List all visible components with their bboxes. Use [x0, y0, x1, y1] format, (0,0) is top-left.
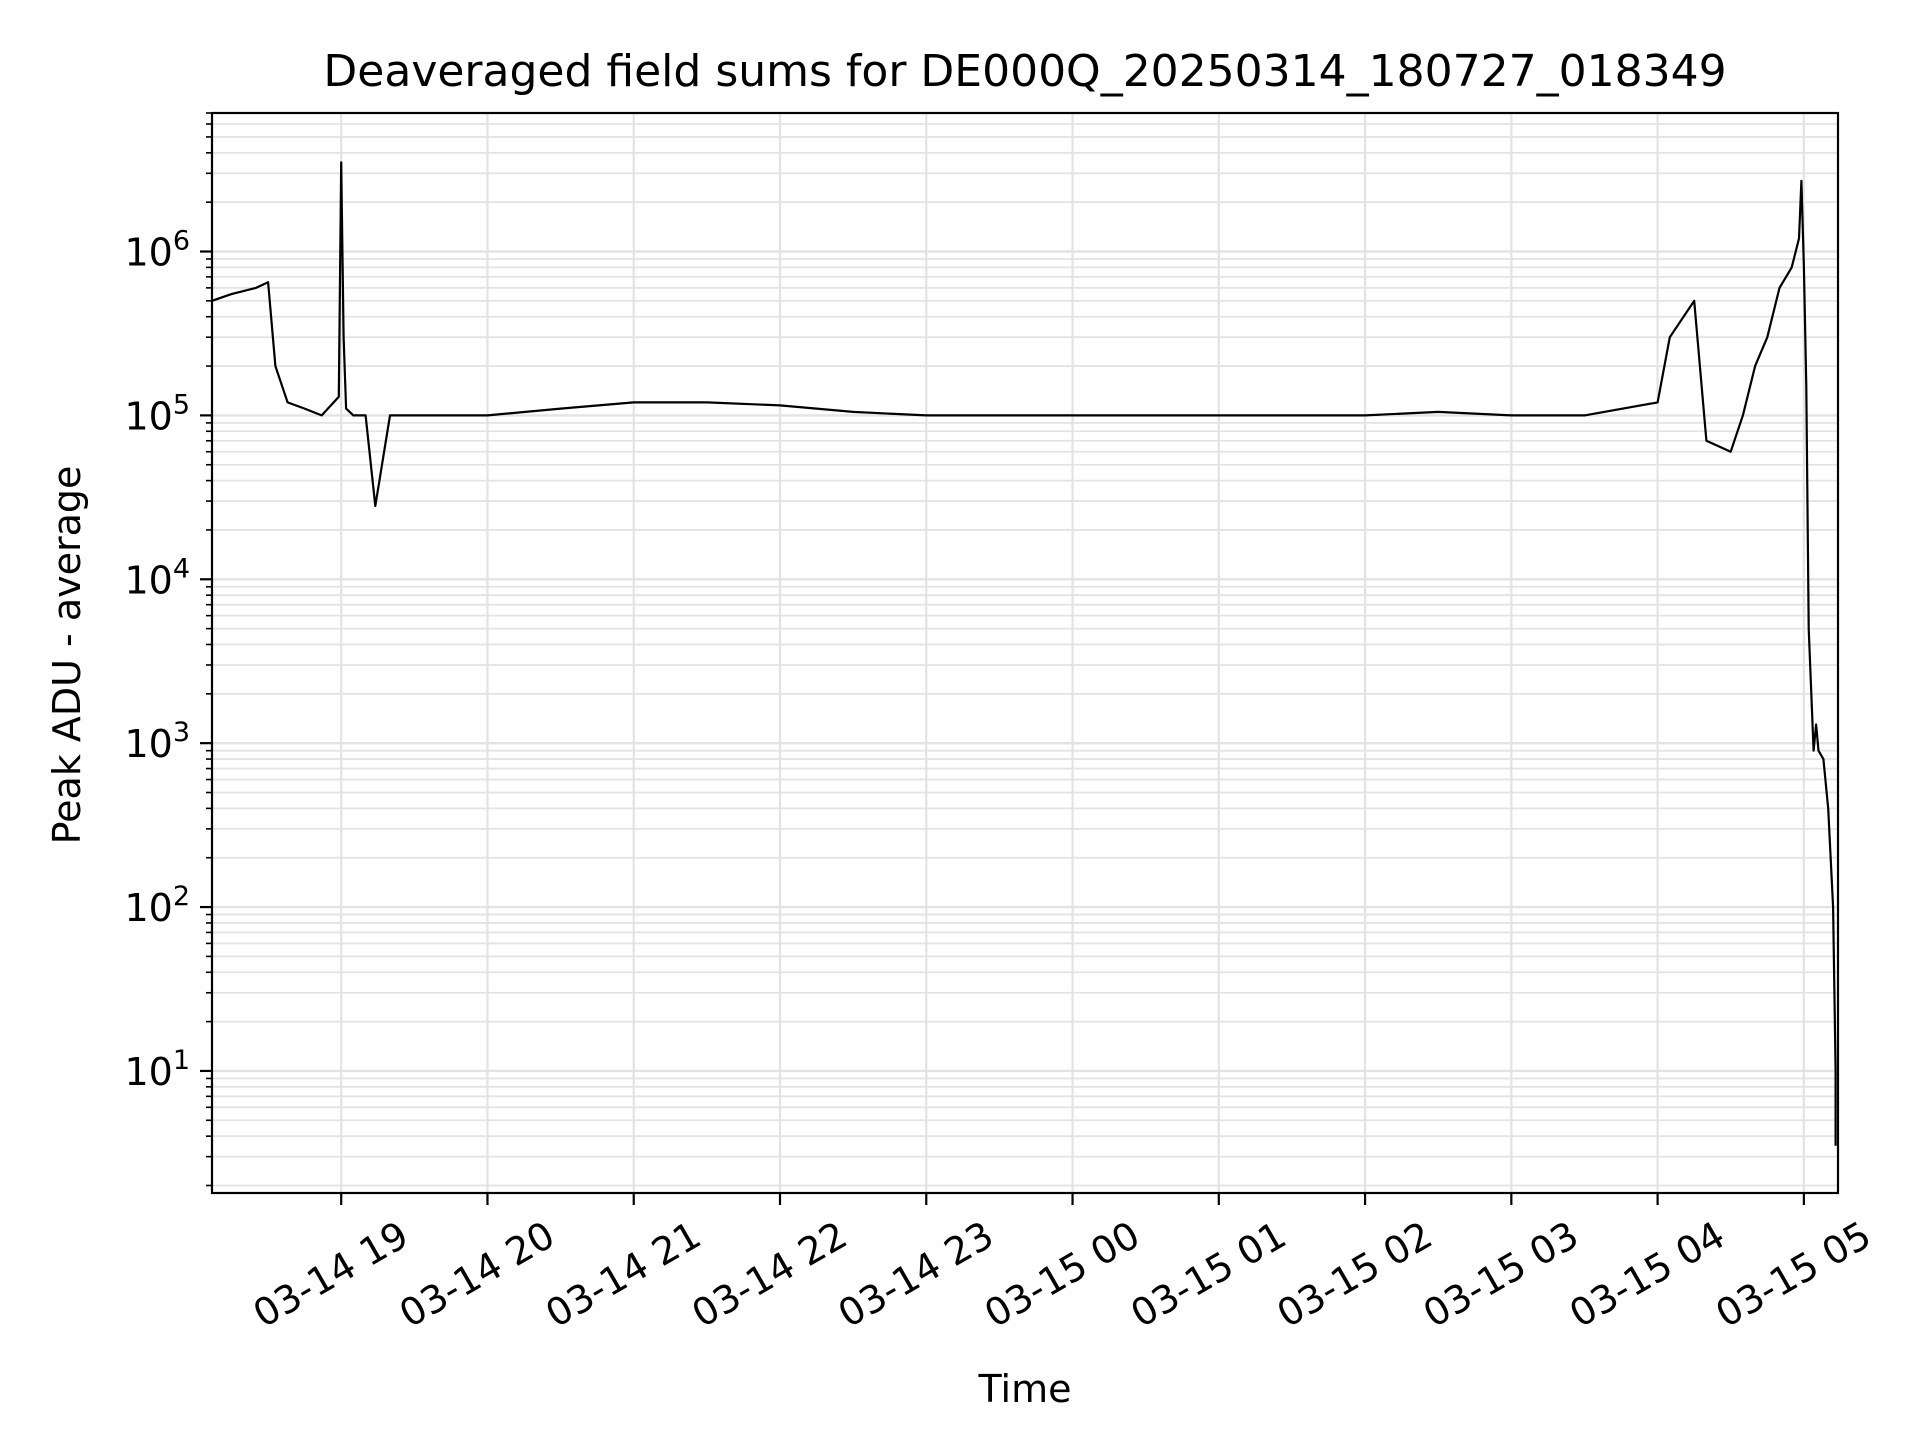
y-axis-label: Peak ADU - average [45, 466, 89, 845]
gridlines [212, 112, 1838, 1193]
plot-frame [210, 111, 1840, 1195]
y-tick-label: 101 [124, 1045, 190, 1094]
series-line [211, 161, 1837, 1146]
y-tick-label: 103 [124, 717, 190, 766]
y-tick-label: 102 [124, 881, 190, 930]
x-axis-label: Time [978, 1367, 1072, 1411]
series-layer [211, 161, 1837, 1146]
chart-title: Deaveraged field sums for DE000Q_2025031… [323, 46, 1726, 97]
y-tick-label: 104 [124, 553, 190, 602]
y-tick-label: 106 [124, 226, 190, 275]
y-tick-label: 105 [124, 389, 190, 438]
